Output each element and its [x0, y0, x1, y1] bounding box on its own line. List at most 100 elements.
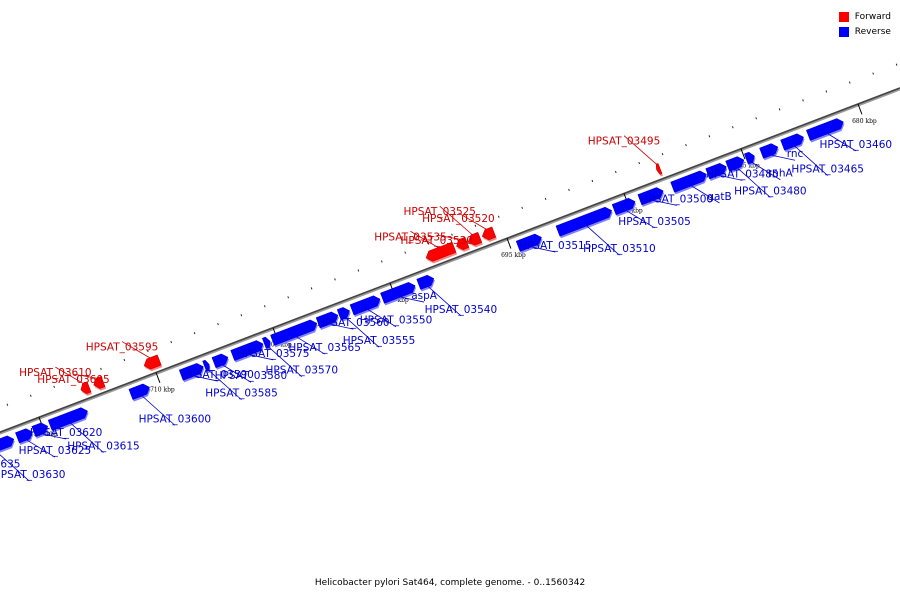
gene-arrow[interactable]: [178, 363, 204, 381]
gene-label[interactable]: HPSAT_03570: [266, 365, 339, 377]
gene-arrow[interactable]: [128, 383, 150, 400]
gene-arrow[interactable]: [637, 187, 664, 206]
scale-tick: [740, 148, 746, 160]
gene-label[interactable]: HPSAT_03580: [215, 370, 288, 382]
gene-arrow[interactable]: [261, 336, 271, 349]
gene-label[interactable]: HPSAT_03515: [519, 240, 592, 252]
gene-labels: HPSAT_03455HPSAT_03460HPSAT_03465rncrnhA…: [0, 133, 893, 482]
gene-label[interactable]: HPSAT_03535: [374, 231, 447, 243]
gene-arrow[interactable]: [31, 422, 49, 438]
gene-leader-line: [586, 225, 620, 256]
minor-tick: [217, 323, 219, 326]
gene-label[interactable]: HPSAT_03555: [343, 335, 416, 347]
minor-tick: [334, 278, 336, 281]
gene-leader-line: [737, 167, 771, 198]
minor-tick: [53, 385, 56, 388]
gene-arrow[interactable]: [143, 354, 162, 370]
minor-tick: [825, 90, 828, 93]
gene-label[interactable]: HPSAT_03600: [139, 413, 212, 425]
gene-label[interactable]: rnhA: [768, 168, 793, 180]
gene-label[interactable]: HPSAT_03540: [425, 304, 498, 316]
gene-label[interactable]: HPSAT_03575: [237, 348, 310, 360]
genome-axis-line: [0, 87, 900, 434]
gene-label[interactable]: HPSAT_03605: [37, 374, 110, 386]
gene-arrow[interactable]: [725, 156, 745, 172]
gene-arrow[interactable]: [670, 170, 707, 193]
gene-label[interactable]: HPSAT_03615: [67, 441, 140, 453]
gene-label[interactable]: HPSAT_03500: [641, 193, 714, 205]
gene-label[interactable]: HPSAT_03590: [181, 369, 254, 381]
gene-label[interactable]: aspA: [411, 290, 438, 302]
gene-arrow[interactable]: [655, 163, 663, 175]
gene-label[interactable]: HPSAT_03530: [400, 235, 473, 247]
gene-label[interactable]: HPSAT_03565: [288, 342, 361, 354]
gene-leader-line: [458, 212, 487, 230]
gene-leader-line: [718, 174, 743, 181]
gene-arrow[interactable]: [780, 133, 804, 151]
gene-arrow[interactable]: [211, 353, 229, 369]
gene-label[interactable]: HPSAT_03610: [19, 367, 92, 379]
gene-label[interactable]: HPSAT_03585: [205, 388, 278, 400]
gene-label[interactable]: HPSAT_03480: [734, 185, 807, 197]
minor-tick: [614, 170, 617, 174]
minor-tick: [29, 394, 32, 397]
axis-shadow: [0, 87, 900, 435]
gene-label[interactable]: HPSAT_03505: [618, 216, 691, 228]
minor-tick: [123, 358, 126, 362]
gene-arrow[interactable]: [759, 143, 779, 159]
gene-arrow[interactable]: [15, 428, 33, 444]
gene-arrow[interactable]: [336, 307, 350, 321]
gene-arrow[interactable]: [515, 233, 542, 252]
gene-label[interactable]: HPSAT_03510: [583, 243, 656, 255]
gene-arrow[interactable]: [380, 282, 416, 304]
minor-tick: [6, 403, 9, 406]
gene-label[interactable]: HPSAT_03620: [30, 427, 103, 439]
gene-label[interactable]: HPSAT_03520: [422, 213, 495, 225]
gene-leader-line: [623, 135, 657, 165]
gene-leader-line: [531, 246, 556, 253]
gene-arrow[interactable]: [315, 311, 339, 329]
minor-tick: [895, 63, 898, 66]
gene-arrow[interactable]: [806, 118, 844, 141]
gene-arrow[interactable]: [611, 197, 636, 216]
gene-arrow[interactable]: [202, 359, 210, 372]
gene-label[interactable]: HPSAT_03550: [360, 315, 433, 327]
gene-arrow[interactable]: [743, 151, 755, 165]
gene-arrow[interactable]: [705, 163, 727, 180]
gene-leader-line: [367, 309, 397, 328]
gene-label[interactable]: HPSAT_03560: [317, 317, 390, 329]
gene-label[interactable]: HPSAT_03625: [19, 445, 92, 457]
gene-label[interactable]: HPSAT_03635: [0, 458, 20, 470]
gene-arrow[interactable]: [270, 319, 318, 346]
gene-leader-line: [70, 422, 104, 453]
gene-arrow[interactable]: [416, 274, 435, 290]
gene-arrow[interactable]: [230, 340, 264, 361]
minor-tick: [170, 340, 173, 344]
gene-arrow[interactable]: [349, 295, 381, 316]
legend-forward-label: Forward: [854, 11, 891, 22]
gene-label[interactable]: HPSAT_03630: [0, 469, 65, 481]
gene-arrow[interactable]: [425, 241, 457, 262]
gene-label[interactable]: rnc: [787, 148, 804, 160]
gene-arrow[interactable]: [481, 226, 497, 241]
minor-tick: [427, 242, 430, 245]
gene-label[interactable]: HPSAT_03465: [791, 164, 864, 176]
gene-arrow[interactable]: [555, 206, 613, 237]
gene-label[interactable]: gatB: [707, 191, 731, 203]
gene-arrow[interactable]: [456, 236, 470, 250]
gene-arrow[interactable]: [80, 381, 92, 394]
gene-label[interactable]: HPSAT_03460: [820, 139, 893, 151]
gene-leader-line: [208, 370, 242, 401]
gene-arrow[interactable]: [467, 231, 483, 246]
strand-legend: Forward Reverse: [838, 9, 891, 39]
gene-arrow[interactable]: [93, 376, 106, 389]
gene-label[interactable]: HPSAT_03595: [86, 342, 159, 354]
gene-label[interactable]: HPSAT_03525: [403, 206, 476, 218]
minor-tick: [708, 135, 711, 138]
gene-label[interactable]: HPSAT_03485: [706, 168, 779, 180]
gene-label[interactable]: HPSAT_03495: [588, 136, 661, 148]
gene-arrow[interactable]: [0, 435, 15, 459]
gene-arrow[interactable]: [47, 407, 88, 431]
